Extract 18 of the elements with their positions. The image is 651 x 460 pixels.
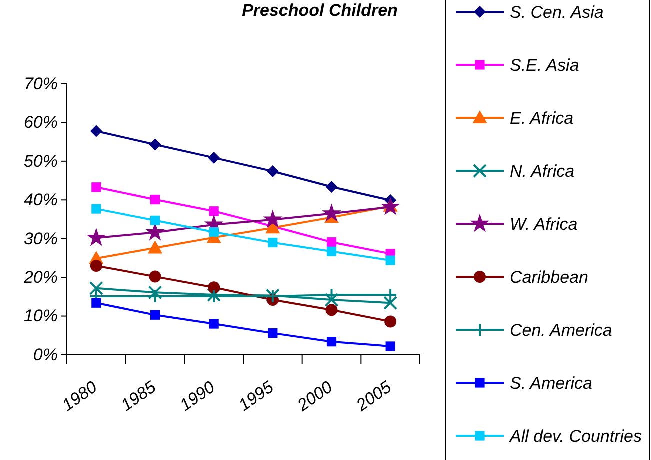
legend-label: Caribbean <box>510 268 588 287</box>
chart-title: Preschool Children <box>242 1 398 20</box>
y-tick-label: 0% <box>33 345 58 364</box>
y-tick-label: 30% <box>24 229 58 248</box>
y-tick-label: 10% <box>24 306 58 326</box>
legend-label: N. Africa <box>510 162 575 181</box>
legend-label: W. Africa <box>510 215 578 234</box>
legend-label: Cen. America <box>510 321 612 340</box>
legend-label: All dev. Countries <box>509 427 642 446</box>
legend-label: S.E. Asia <box>510 56 580 75</box>
y-tick-label: 50% <box>24 152 58 171</box>
legend-label: E. Africa <box>510 109 574 128</box>
y-tick-label: 40% <box>24 190 58 210</box>
legend-label: S. Cen. Asia <box>510 3 604 22</box>
y-tick-label: 60% <box>24 113 58 132</box>
legend-label: S. America <box>510 374 593 393</box>
y-tick-label: 20% <box>22 268 58 288</box>
y-tick-label: 70% <box>24 74 58 94</box>
